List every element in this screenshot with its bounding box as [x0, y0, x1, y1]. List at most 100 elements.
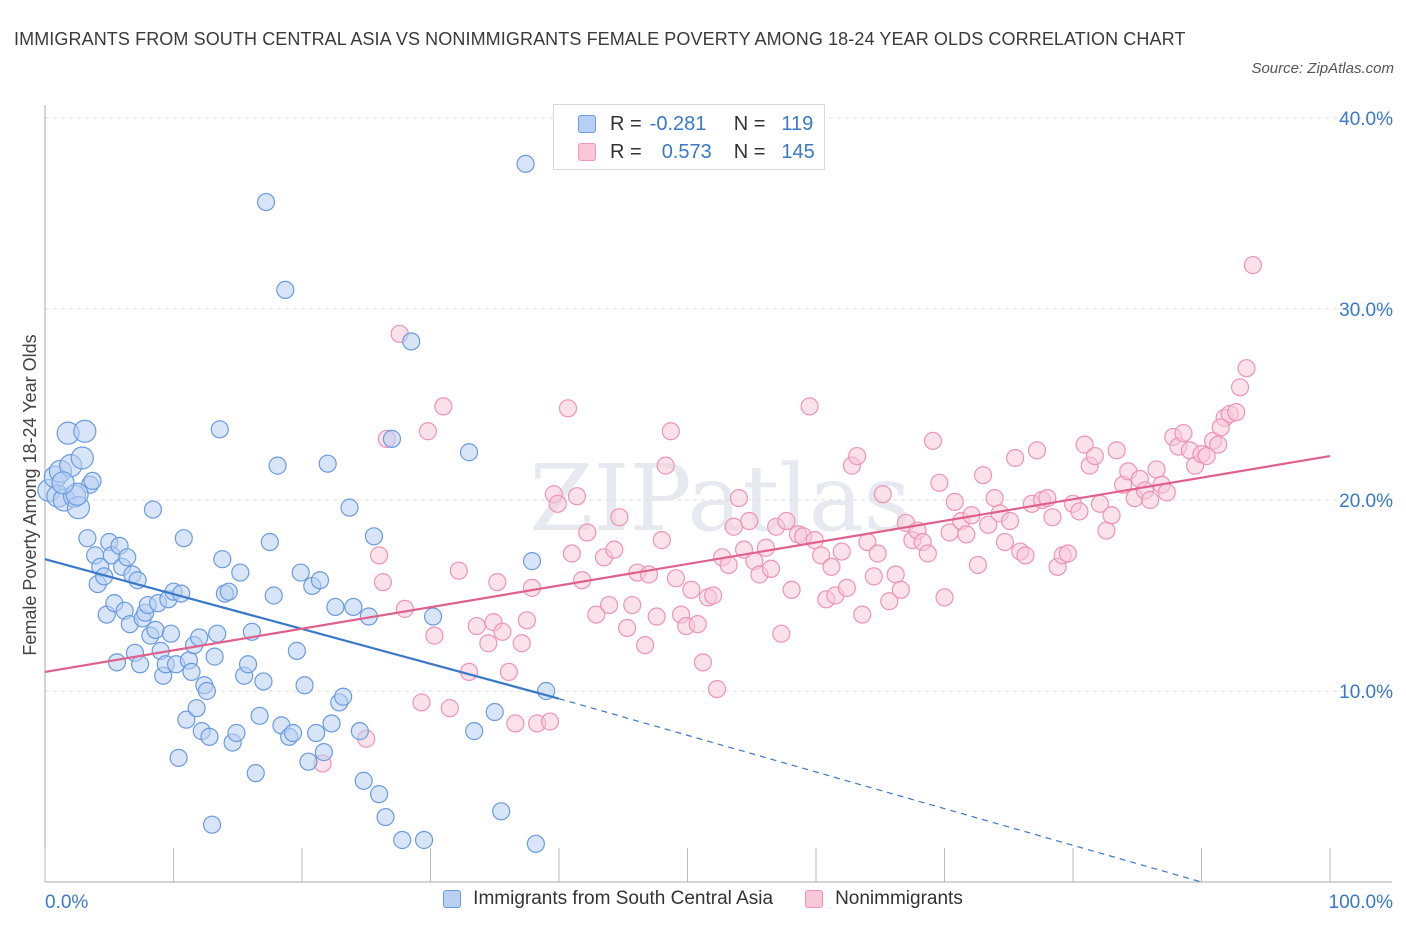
nonimmigrants-point [373, 573, 393, 592]
immigrants-point [465, 722, 484, 741]
immigrants-point [83, 471, 102, 490]
immigrants-point [459, 443, 479, 462]
nonimmigrants-point [805, 531, 824, 550]
nonimmigrants-point [812, 546, 831, 565]
nonimmigrants-point [1085, 446, 1104, 466]
legend-r-label: R = [610, 140, 642, 163]
immigrants-point [202, 815, 222, 834]
immigrants-point [322, 714, 341, 733]
nonimmigrants-point [395, 599, 414, 618]
grid-lines [45, 117, 1392, 692]
series-label-nonimmigrants: Nonimmigrants [835, 888, 963, 909]
immigrants-point [516, 154, 535, 173]
nonimmigrants-point [995, 532, 1014, 552]
nonimmigrants-point [540, 712, 560, 731]
nonimmigrants-point [740, 511, 759, 531]
immigrants-points [37, 154, 556, 853]
immigrants-point [73, 419, 97, 443]
nonimmigrants-point [853, 605, 872, 624]
series-legend: Immigrants from South Central Asia Nonim… [0, 888, 1406, 910]
legend-swatch-blue [578, 115, 596, 133]
nonimmigrants-point [886, 565, 905, 584]
nonimmigrants-point [800, 397, 819, 416]
nonimmigrants-point [1027, 441, 1047, 460]
nonimmigrants-point [618, 618, 637, 638]
nonimmigrants-point [512, 634, 531, 653]
series-legend-nonimmigrants[interactable]: Nonimmigrants [805, 888, 963, 910]
immigrants-point [344, 597, 363, 617]
immigrants-point [118, 548, 137, 567]
nonimmigrants-point [704, 586, 723, 605]
nonimmigrants-point [412, 693, 431, 712]
nonimmigrants-point [656, 456, 675, 475]
nonimmigrants-point [493, 622, 512, 641]
nonimmigrants-point [782, 580, 801, 599]
immigrants-trend-extension [558, 698, 1202, 883]
immigrants-point [291, 563, 310, 582]
nonimmigrants-point [1157, 483, 1176, 502]
immigrants-point [143, 500, 163, 519]
nonimmigrants-point [1070, 502, 1089, 521]
immigrants-point [146, 620, 165, 639]
y-tick-label-20: 20.0% [1339, 491, 1393, 512]
nonimmigrants-point [567, 487, 587, 506]
immigrants-point [205, 647, 224, 666]
legend-n-label: N = [733, 140, 766, 163]
immigrants-point [250, 706, 269, 725]
nonimmigrants-point [647, 607, 666, 626]
series-label-immigrants: Immigrants from South Central Asia [473, 888, 774, 909]
immigrants-point [78, 529, 97, 548]
nonimmigrants-point [479, 634, 498, 653]
nonimmigrants-point [837, 578, 856, 597]
nonimmigrants-point [467, 616, 486, 636]
legend-swatch-pink [578, 143, 596, 161]
legend-r-value-blue: -0.281 [649, 112, 707, 135]
immigrants-point [310, 571, 330, 590]
nonimmigrants-point [522, 578, 542, 597]
source-label: Source: ZipAtlas.com [1251, 60, 1394, 77]
y-tick-label-30: 30.0% [1339, 300, 1393, 321]
immigrants-point [402, 332, 421, 351]
nonimmigrants-point [1147, 460, 1166, 479]
immigrants-point [238, 655, 258, 674]
nonimmigrants-point [1227, 403, 1246, 422]
nonimmigrants-point [488, 573, 507, 592]
nonimmigrants-point [945, 492, 964, 512]
immigrants-point [423, 607, 443, 626]
legend-row-nonimmigrants: R = 0.573 N = 145 [578, 140, 815, 164]
legend-n-value-blue: 119 [781, 112, 814, 135]
nonimmigrants-point [1107, 441, 1126, 460]
nonimmigrants-point [1006, 448, 1025, 468]
x-tick-label-min: 0.0% [45, 892, 88, 913]
nonimmigrants-point [600, 595, 619, 615]
immigrants-point [200, 727, 219, 746]
immigrants-point [307, 723, 326, 743]
immigrants-point [314, 743, 333, 762]
nonimmigrants-point [440, 699, 459, 718]
nonimmigrants-point [623, 595, 642, 615]
series-legend-immigrants[interactable]: Immigrants from South Central Asia [443, 888, 773, 910]
nonimmigrants-point [930, 473, 949, 492]
immigrants-point [260, 532, 279, 552]
nonimmigrants-point [761, 559, 781, 578]
nonimmigrants-point [1016, 546, 1035, 565]
nonimmigrants-point [635, 636, 655, 655]
correlation-legend: R = -0.281 N = 119 R = 0.573 N = 145 [553, 104, 825, 170]
immigrants-point [414, 830, 434, 850]
immigrants-point [376, 807, 395, 827]
nonimmigrants-points [313, 255, 1263, 773]
nonimmigrants-point [605, 540, 624, 559]
nonimmigrants-point [449, 561, 468, 580]
immigrants-point [130, 655, 150, 674]
immigrants-point [219, 582, 238, 601]
nonimmigrants-point [832, 542, 851, 561]
axis-labels: 10.0% 20.0% 30.0% 40.0% 0.0% 100.0% Female Pov… [20, 109, 1393, 913]
immigrants-point [393, 830, 412, 850]
immigrants-point [231, 563, 250, 582]
immigrants-point [522, 552, 542, 571]
immigrants-point [208, 624, 227, 643]
immigrants-point [268, 456, 287, 475]
immigrants-point [197, 681, 217, 701]
nonimmigrants-point [822, 557, 841, 576]
